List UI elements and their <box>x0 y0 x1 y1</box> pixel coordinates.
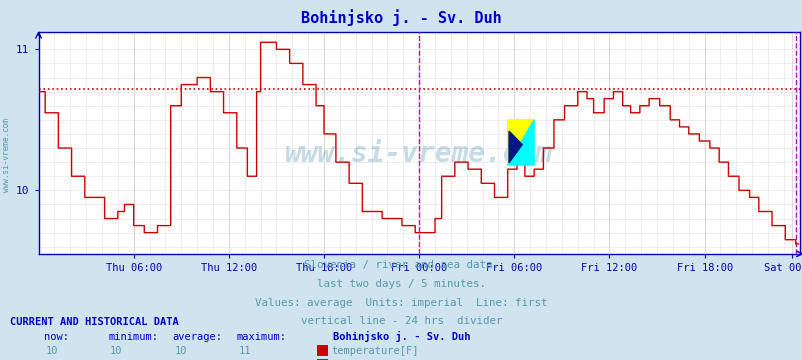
Text: www.si-vreme.com: www.si-vreme.com <box>2 118 11 192</box>
Text: CURRENT AND HISTORICAL DATA: CURRENT AND HISTORICAL DATA <box>10 317 178 327</box>
Text: www.si-vreme.com: www.si-vreme.com <box>285 140 553 168</box>
Text: 10: 10 <box>174 346 187 356</box>
Text: vertical line - 24 hrs  divider: vertical line - 24 hrs divider <box>301 316 501 327</box>
Text: 10: 10 <box>46 346 59 356</box>
Polygon shape <box>508 131 521 163</box>
Text: 10: 10 <box>110 346 123 356</box>
Text: last two days / 5 minutes.: last two days / 5 minutes. <box>317 279 485 289</box>
Text: temperature[F]: temperature[F] <box>331 346 419 356</box>
Text: 11: 11 <box>238 346 251 356</box>
Polygon shape <box>507 120 533 165</box>
Text: maximum:: maximum: <box>237 332 286 342</box>
Text: Values: average  Units: imperial  Line: first: Values: average Units: imperial Line: fi… <box>255 298 547 308</box>
Text: minimum:: minimum: <box>108 332 158 342</box>
Text: Bohinjsko j. - Sv. Duh: Bohinjsko j. - Sv. Duh <box>301 9 501 26</box>
Text: Bohinjsko j. - Sv. Duh: Bohinjsko j. - Sv. Duh <box>333 331 470 342</box>
Text: now:: now: <box>44 332 69 342</box>
Polygon shape <box>507 120 533 165</box>
Text: Slovenia / river and sea data.: Slovenia / river and sea data. <box>304 260 498 270</box>
Text: average:: average: <box>172 332 222 342</box>
